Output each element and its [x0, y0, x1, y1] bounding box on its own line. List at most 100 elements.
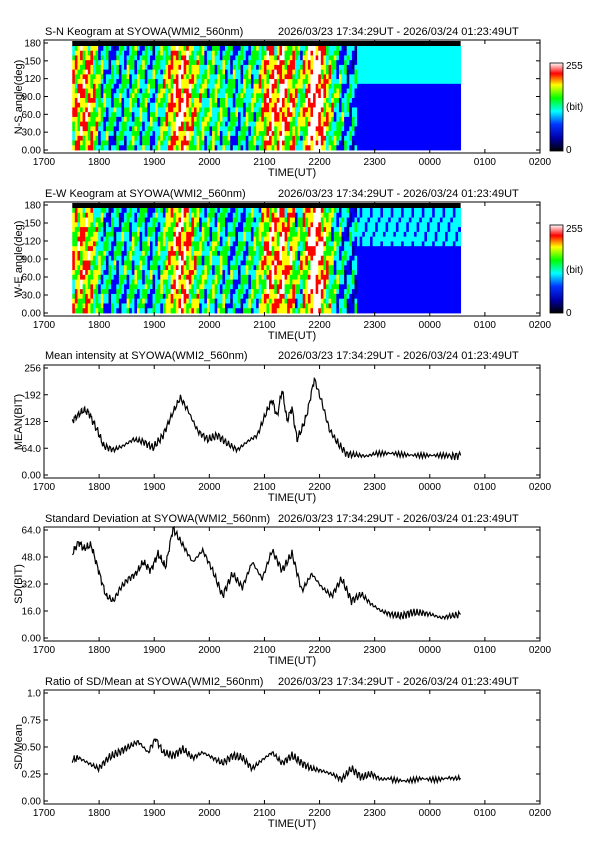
- keogram-cell: [103, 64, 107, 71]
- keogram-cell: [77, 250, 81, 257]
- keogram-cell: [77, 69, 81, 75]
- keogram-cell: [442, 145, 446, 151]
- keogram-cell: [258, 131, 262, 137]
- keogram-cell: [129, 55, 133, 61]
- keogram-cell: [113, 64, 117, 71]
- keogram-cell: [170, 250, 174, 257]
- keogram-cell: [248, 135, 252, 141]
- keogram-cell: [302, 60, 306, 66]
- keogram-cell: [124, 69, 128, 75]
- keogram-cell: [237, 284, 241, 290]
- keogram-cell: [263, 227, 267, 233]
- keogram-cell: [313, 116, 317, 123]
- keogram-cell: [92, 135, 96, 141]
- keogram-cell: [168, 208, 172, 214]
- keogram-cell: [80, 270, 84, 276]
- keogram-cell: [243, 236, 247, 242]
- keogram-cell: [82, 250, 86, 257]
- keogram-cell: [421, 126, 425, 132]
- keogram-cell: [72, 116, 76, 123]
- keogram-cell: [359, 102, 363, 108]
- keogram-cell: [362, 74, 366, 80]
- keogram-cell: [217, 121, 221, 127]
- keogram-cell: [142, 212, 146, 218]
- keogram-cell: [284, 131, 288, 137]
- keogram-cell: [139, 112, 143, 118]
- keogram-cell: [196, 293, 200, 300]
- keogram-cell: [142, 298, 146, 304]
- keogram-cell: [219, 303, 223, 309]
- keogram-cell: [287, 46, 291, 52]
- keogram-cell: [147, 83, 151, 89]
- keogram-cell: [98, 246, 102, 252]
- keogram-cell: [155, 236, 159, 242]
- keogram-cell: [276, 60, 280, 66]
- keogram-cell: [126, 265, 130, 271]
- keogram-cell: [403, 116, 407, 123]
- keogram-cell: [124, 293, 128, 300]
- keogram-cell: [320, 98, 324, 104]
- keogram-cell: [209, 236, 213, 242]
- keogram-cell: [354, 126, 358, 132]
- keogram-cell: [326, 60, 329, 66]
- keogram-cell: [426, 88, 430, 94]
- keogram-cell: [183, 55, 187, 61]
- keogram-cell: [77, 126, 81, 132]
- keogram-cell: [240, 284, 244, 290]
- keogram-cell: [416, 107, 420, 113]
- keogram-cell: [129, 93, 133, 99]
- keogram-cell: [237, 308, 241, 314]
- keogram-cell: [292, 64, 296, 71]
- keogram-cell: [341, 112, 345, 118]
- keogram-cell: [266, 121, 270, 127]
- keogram-cell: [183, 217, 187, 223]
- keogram-cell: [129, 270, 133, 276]
- keogram-cell: [458, 64, 462, 71]
- keogram-cell: [357, 50, 361, 56]
- keogram-cell: [256, 126, 260, 132]
- keogram-cell: [225, 60, 229, 66]
- keogram-cell: [206, 145, 210, 151]
- keogram-cell: [137, 98, 140, 104]
- keogram-cell: [74, 279, 78, 285]
- keogram-cell: [206, 121, 210, 127]
- keogram-cell: [204, 255, 208, 261]
- keogram-cell: [388, 74, 392, 80]
- keogram-cell: [261, 289, 265, 295]
- keogram-cell: [157, 298, 161, 304]
- keogram-cell: [219, 255, 223, 261]
- keogram-cell: [237, 116, 241, 123]
- keogram-cell: [87, 255, 91, 261]
- keogram-cell: [152, 222, 156, 228]
- keogram-cell: [398, 74, 402, 80]
- keogram-cell: [263, 116, 267, 123]
- keogram-cell: [305, 98, 309, 104]
- keogram-cell: [318, 107, 322, 113]
- keogram-cell: [126, 112, 130, 118]
- keogram-cell: [269, 102, 273, 108]
- keogram-cell: [100, 140, 104, 146]
- keogram-cell: [131, 55, 135, 61]
- keogram-cell: [416, 79, 420, 85]
- keogram-cell: [403, 55, 407, 61]
- keogram-cell: [375, 69, 379, 75]
- keogram-cell: [139, 250, 143, 257]
- keogram-cell: [398, 83, 402, 89]
- keogram-cell: [214, 308, 218, 314]
- keogram-cell: [320, 60, 324, 66]
- keogram-cell: [155, 298, 159, 304]
- keogram-cell: [250, 293, 254, 300]
- keogram-cell: [212, 236, 216, 242]
- keogram-cell: [95, 284, 99, 290]
- keogram-cell: [219, 69, 223, 75]
- keogram-cell: [103, 74, 107, 80]
- keogram-cell: [258, 74, 262, 80]
- keogram-cell: [149, 308, 153, 314]
- keogram-cell: [72, 93, 76, 99]
- keogram-cell: [300, 93, 304, 99]
- keogram-cell: [80, 208, 84, 214]
- keogram-cell: [85, 88, 89, 94]
- keogram-cell: [230, 274, 234, 280]
- keogram-cell: [124, 227, 128, 233]
- keogram-cell: [212, 208, 216, 214]
